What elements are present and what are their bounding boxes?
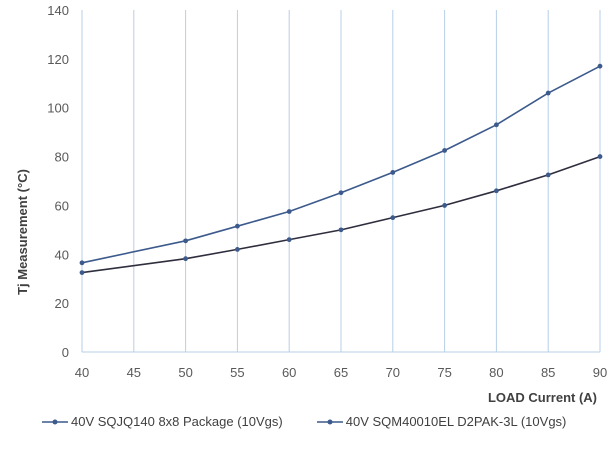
x-tick-label-40: 40 — [75, 365, 89, 380]
data-point-s1-x65 — [338, 190, 344, 196]
x-tick-label-80: 80 — [489, 365, 503, 380]
gridlines — [133, 10, 601, 352]
data-point-s1-x80 — [494, 122, 499, 128]
data-point-s2-x90 — [597, 154, 603, 159]
legend-item-series-2: 40V SQM40010EL D2PAK-3L (10Vgs) — [316, 414, 567, 429]
data-point-s2-x85 — [545, 172, 551, 178]
data-point-s1-x75 — [442, 148, 447, 153]
legend-swatch-series-1 — [42, 419, 68, 424]
x-tick-label-50: 50 — [178, 365, 192, 380]
x-axis-label: LOAD Current (A) — [488, 390, 597, 405]
y-axis-label: Tj Measurement (°C) — [15, 169, 30, 295]
y-tick-label-120: 120 — [47, 52, 69, 67]
x-tick-label-85: 85 — [541, 365, 555, 380]
legend-label-series-1: 40V SQJQ140 8x8 Package (10Vgs) — [71, 414, 283, 429]
y-tick-label-60: 60 — [55, 198, 69, 213]
x-tick-label-65: 65 — [334, 365, 348, 380]
data-point-s2-x75 — [442, 203, 447, 208]
x-tick-label-70: 70 — [386, 365, 400, 380]
x-tick-labels: 40 45 50 55 60 65 70 75 80 85 90 — [75, 365, 607, 380]
x-tick-label-75: 75 — [437, 365, 451, 380]
data-point-s1-x50 — [183, 238, 189, 244]
y-tick-labels: 0 20 40 60 80 100 120 140 — [47, 3, 69, 360]
data-point-s1-x40 — [79, 260, 85, 266]
x-tick-label-55: 55 — [230, 365, 244, 380]
legend-swatch-series-2 — [316, 419, 343, 424]
axes — [81, 10, 600, 353]
y-tick-label-100: 100 — [47, 101, 69, 116]
data-point-s2-x65 — [338, 227, 344, 233]
y-tick-label-40: 40 — [55, 247, 69, 262]
series-group — [79, 63, 603, 276]
data-point-s2-x80 — [494, 188, 499, 194]
data-point-s1-x70 — [390, 170, 396, 175]
y-tick-label-140: 140 — [47, 3, 69, 18]
x-tick-label-45: 45 — [127, 365, 141, 380]
data-point-s2-x40 — [79, 270, 85, 276]
data-point-s1-x55 — [235, 223, 240, 229]
y-tick-label-0: 0 — [62, 345, 69, 360]
series-line-2 — [81, 155, 601, 274]
data-point-s1-x90 — [597, 63, 603, 69]
data-point-s1-x85 — [545, 90, 551, 96]
data-point-s2-x60 — [286, 237, 292, 243]
data-point-s1-x60 — [286, 209, 292, 214]
y-tick-label-80: 80 — [55, 150, 69, 165]
data-point-s2-x50 — [183, 256, 189, 262]
data-point-s2-x55 — [235, 247, 240, 252]
legend-label-series-2: 40V SQM40010EL D2PAK-3L (10Vgs) — [345, 414, 567, 429]
legend-item-series-1: 40V SQJQ140 8x8 Package (10Vgs) — [42, 414, 283, 429]
legend: 40V SQJQ140 8x8 Package (10Vgs) 40V SQM4… — [42, 414, 602, 429]
x-tick-label-60: 60 — [282, 365, 296, 380]
data-point-s2-x70 — [390, 215, 396, 221]
y-tick-label-20: 20 — [55, 296, 69, 311]
series-line-1 — [81, 65, 601, 264]
x-tick-label-90: 90 — [593, 365, 607, 380]
